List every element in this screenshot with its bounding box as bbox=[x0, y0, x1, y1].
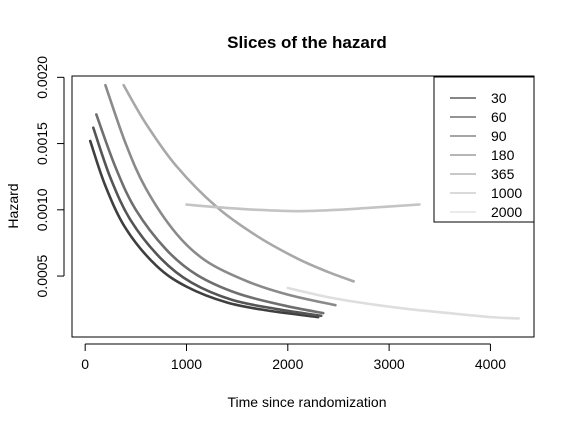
series-line-1000 bbox=[185, 203, 421, 213]
y-tick-label: 0.0020 bbox=[34, 56, 50, 99]
series-line-2000 bbox=[286, 286, 521, 320]
y-axis: 0.0005 0.0010 0.0015 0.0020 bbox=[34, 56, 65, 297]
series-line-365 bbox=[122, 83, 355, 283]
series-line-30 bbox=[88, 139, 320, 319]
y-tick-label: 0.0010 bbox=[34, 188, 50, 231]
legend-label-90: 90 bbox=[491, 128, 507, 144]
x-tick-label: 2000 bbox=[272, 356, 303, 372]
legend: 30 60 90 180 365 1000 2000 bbox=[433, 76, 535, 223]
x-tick-label: 0 bbox=[81, 356, 89, 372]
series-line-90 bbox=[95, 113, 325, 315]
legend-box bbox=[433, 76, 535, 223]
y-tick-label: 0.0015 bbox=[34, 122, 50, 165]
series-lines bbox=[88, 83, 521, 320]
y-tick-label: 0.0005 bbox=[34, 254, 50, 297]
x-tick-label: 4000 bbox=[475, 356, 506, 372]
legend-label-180: 180 bbox=[491, 147, 515, 163]
x-axis-label: Time since randomization bbox=[228, 394, 387, 410]
x-axis: 0 1000 2000 3000 4000 bbox=[81, 343, 506, 372]
series-line-60 bbox=[91, 126, 323, 318]
series-line-180 bbox=[104, 83, 337, 307]
y-axis-label: Hazard bbox=[5, 183, 21, 228]
x-tick-label: 3000 bbox=[374, 356, 405, 372]
chart-title: Slices of the hazard bbox=[227, 33, 387, 52]
legend-label-365: 365 bbox=[491, 166, 515, 182]
legend-label-2000: 2000 bbox=[491, 204, 522, 220]
legend-label-1000: 1000 bbox=[491, 185, 522, 201]
x-tick-label: 1000 bbox=[171, 356, 202, 372]
legend-label-60: 60 bbox=[491, 109, 507, 125]
legend-label-30: 30 bbox=[491, 90, 507, 106]
